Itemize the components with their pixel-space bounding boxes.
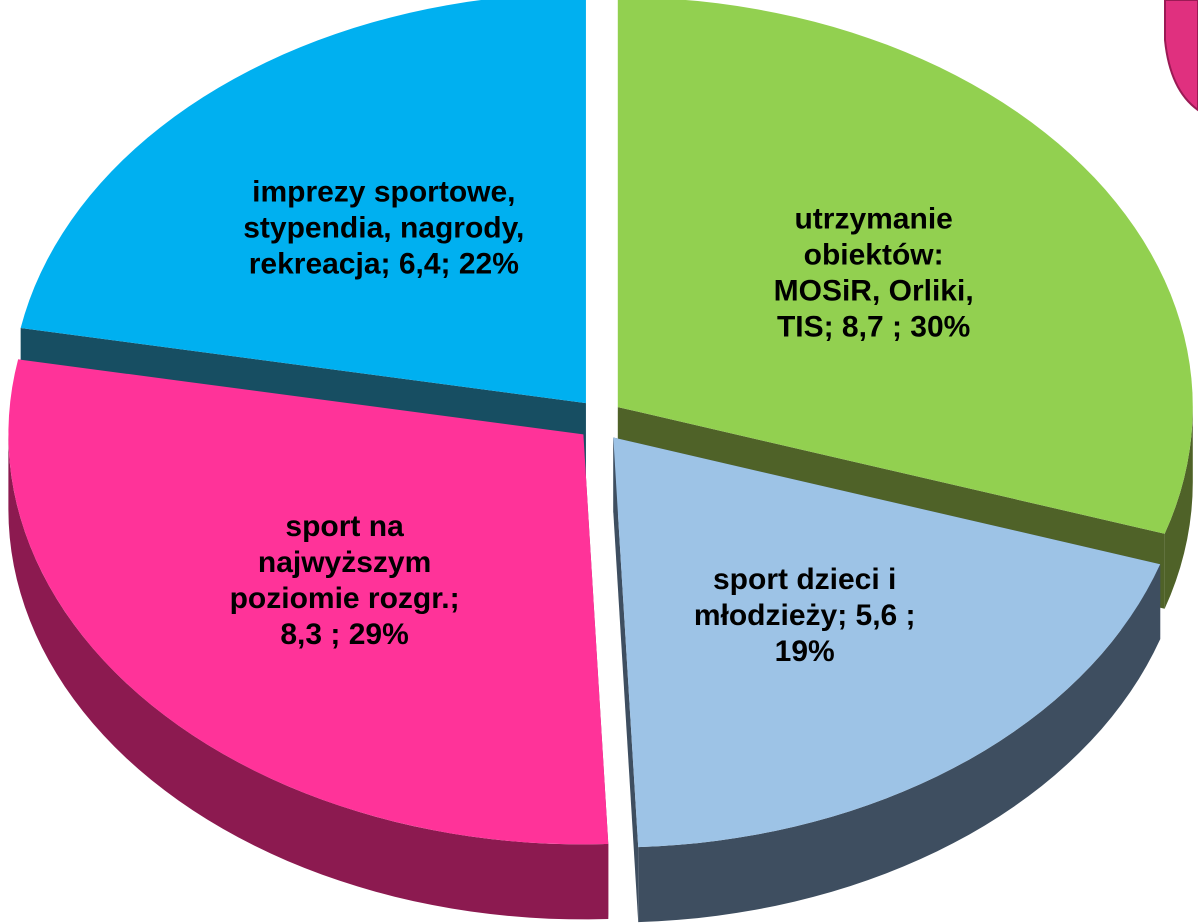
- data-label: stypendia, nagrody,: [243, 212, 524, 245]
- data-label: obiektów:: [804, 238, 944, 271]
- data-label: młodzieży; 5,6 ;: [694, 599, 916, 632]
- slice: [617, 0, 1193, 534]
- slice-side: [638, 564, 1161, 923]
- decoration: [1164, 0, 1198, 112]
- slice-wall: [613, 437, 639, 923]
- data-label: MOSiR, Orliki,: [774, 274, 974, 307]
- data-label: 19%: [775, 635, 835, 668]
- data-label: sport na: [285, 510, 404, 543]
- data-label: sport dzieci i: [713, 563, 896, 596]
- data-label: najwyższym: [258, 546, 431, 579]
- data-label: poziomie rozgr.;: [230, 582, 460, 615]
- slice-side: [8, 434, 609, 920]
- slice: [613, 437, 1161, 848]
- data-label: TIS; 8,7 ; 30%: [777, 310, 970, 343]
- tops: [8, 0, 1193, 848]
- data-label: utrzymanie: [794, 202, 952, 235]
- slice: [8, 359, 609, 845]
- slice: [20, 0, 586, 404]
- slice-side: [1164, 407, 1193, 609]
- data-label: rekreacja; 6,4; 22%: [249, 248, 519, 281]
- data-label: imprezy sportowe,: [252, 176, 515, 209]
- data-label: 8,3 ; 29%: [280, 618, 408, 651]
